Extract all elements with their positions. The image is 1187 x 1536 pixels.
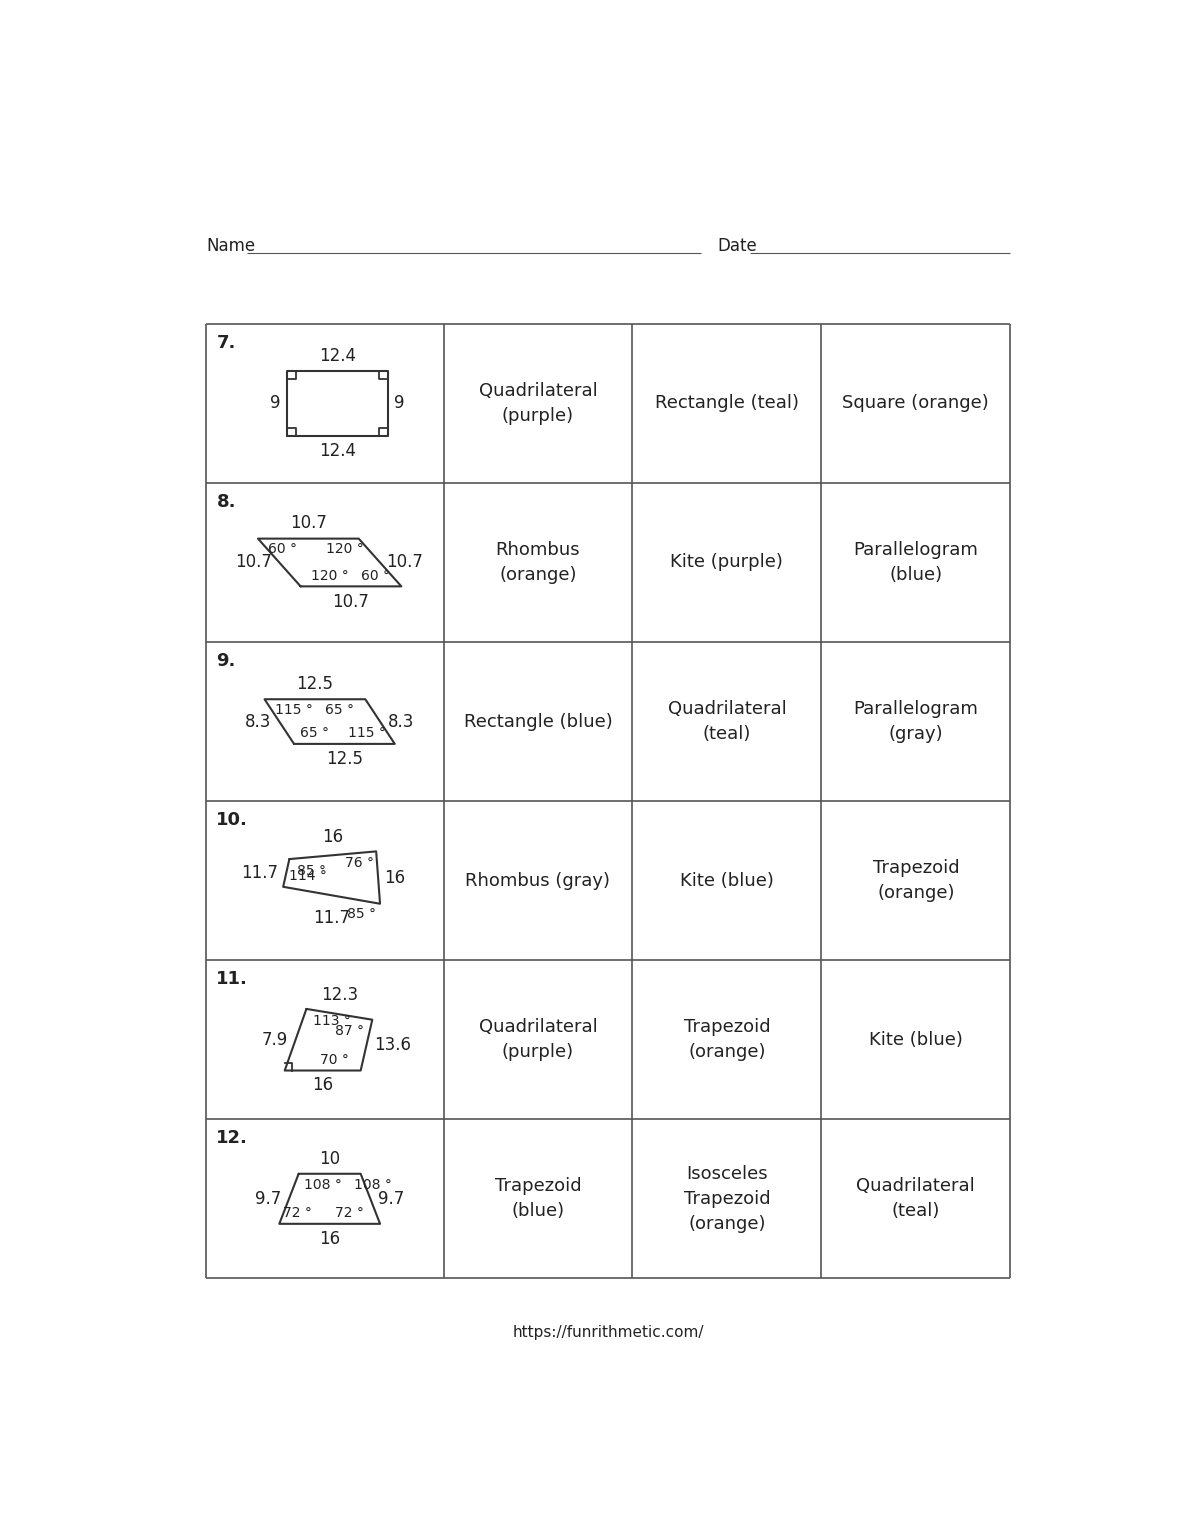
- Text: 12.5: 12.5: [326, 750, 363, 768]
- Text: 76 °: 76 °: [345, 856, 374, 869]
- Text: 9: 9: [394, 395, 405, 413]
- Text: Parallelogram
(blue): Parallelogram (blue): [853, 541, 978, 584]
- Text: 9.7: 9.7: [255, 1190, 281, 1207]
- Text: Trapezoid
(orange): Trapezoid (orange): [684, 1018, 770, 1061]
- Text: 10.: 10.: [216, 811, 248, 829]
- Text: Name: Name: [207, 237, 255, 255]
- Text: Trapezoid
(blue): Trapezoid (blue): [495, 1177, 582, 1220]
- Text: 9.: 9.: [216, 653, 236, 670]
- Text: Isosceles
Trapezoid
(orange): Isosceles Trapezoid (orange): [684, 1164, 770, 1233]
- Text: Rhombus
(orange): Rhombus (orange): [496, 541, 580, 584]
- Text: 60 °: 60 °: [268, 542, 297, 556]
- Text: Quadrilateral
(purple): Quadrilateral (purple): [478, 1018, 597, 1061]
- Text: 87 °: 87 °: [335, 1023, 364, 1037]
- Text: 108 °: 108 °: [304, 1178, 342, 1192]
- Text: Rhombus (gray): Rhombus (gray): [465, 871, 610, 889]
- Text: Quadrilateral
(teal): Quadrilateral (teal): [667, 700, 786, 743]
- Text: 7.: 7.: [216, 333, 236, 352]
- Text: 120 °: 120 °: [311, 568, 349, 582]
- Text: 70 °: 70 °: [320, 1052, 349, 1066]
- Text: Kite (blue): Kite (blue): [869, 1031, 963, 1049]
- Text: 9: 9: [271, 395, 281, 413]
- Text: 72 °: 72 °: [284, 1206, 312, 1220]
- Text: Rectangle (blue): Rectangle (blue): [464, 713, 612, 731]
- Text: 10.7: 10.7: [332, 593, 369, 610]
- Text: 10.7: 10.7: [290, 515, 326, 533]
- Text: Date: Date: [717, 237, 756, 255]
- Text: Quadrilateral
(purple): Quadrilateral (purple): [478, 382, 597, 425]
- Text: Trapezoid
(orange): Trapezoid (orange): [872, 859, 959, 902]
- Text: 10.7: 10.7: [386, 553, 423, 571]
- Text: 12.5: 12.5: [297, 676, 334, 693]
- Text: 11.7: 11.7: [313, 909, 350, 928]
- Text: 16: 16: [322, 828, 343, 846]
- Text: Kite (purple): Kite (purple): [671, 553, 783, 571]
- Text: 8.: 8.: [216, 493, 236, 511]
- Text: 11.: 11.: [216, 971, 248, 988]
- Text: Kite (blue): Kite (blue): [680, 871, 774, 889]
- Text: 12.4: 12.4: [319, 347, 356, 364]
- Text: 120 °: 120 °: [326, 542, 364, 556]
- Text: 113 °: 113 °: [312, 1014, 350, 1028]
- Text: 9.7: 9.7: [379, 1190, 405, 1207]
- Text: 12.: 12.: [216, 1129, 248, 1147]
- Text: 16: 16: [385, 868, 406, 886]
- Text: 115 °: 115 °: [274, 703, 312, 717]
- Text: 8.3: 8.3: [388, 713, 414, 731]
- Text: 13.6: 13.6: [374, 1037, 411, 1054]
- Text: 108 °: 108 °: [355, 1178, 393, 1192]
- Text: 10.7: 10.7: [235, 553, 272, 571]
- Text: 85 °: 85 °: [297, 863, 326, 877]
- Text: Square (orange): Square (orange): [843, 395, 989, 413]
- Text: 8.3: 8.3: [246, 713, 272, 731]
- Text: 16: 16: [312, 1075, 334, 1094]
- Text: 10: 10: [319, 1149, 341, 1167]
- Text: 16: 16: [319, 1230, 341, 1247]
- Text: 7.9: 7.9: [261, 1031, 287, 1049]
- Text: 114 °: 114 °: [290, 869, 328, 883]
- Text: https://funrithmetic.com/: https://funrithmetic.com/: [513, 1326, 704, 1339]
- Text: 65 °: 65 °: [300, 727, 329, 740]
- Text: Rectangle (teal): Rectangle (teal): [655, 395, 799, 413]
- Text: 60 °: 60 °: [361, 568, 391, 582]
- Text: 12.3: 12.3: [320, 986, 358, 1003]
- Text: 115 °: 115 °: [348, 727, 386, 740]
- Text: 72 °: 72 °: [335, 1206, 364, 1220]
- Text: 65 °: 65 °: [325, 703, 354, 717]
- Text: 11.7: 11.7: [241, 863, 279, 882]
- Text: Parallelogram
(gray): Parallelogram (gray): [853, 700, 978, 743]
- Text: Quadrilateral
(teal): Quadrilateral (teal): [857, 1177, 976, 1220]
- Text: 12.4: 12.4: [319, 442, 356, 461]
- Text: 85 °: 85 °: [348, 906, 376, 920]
